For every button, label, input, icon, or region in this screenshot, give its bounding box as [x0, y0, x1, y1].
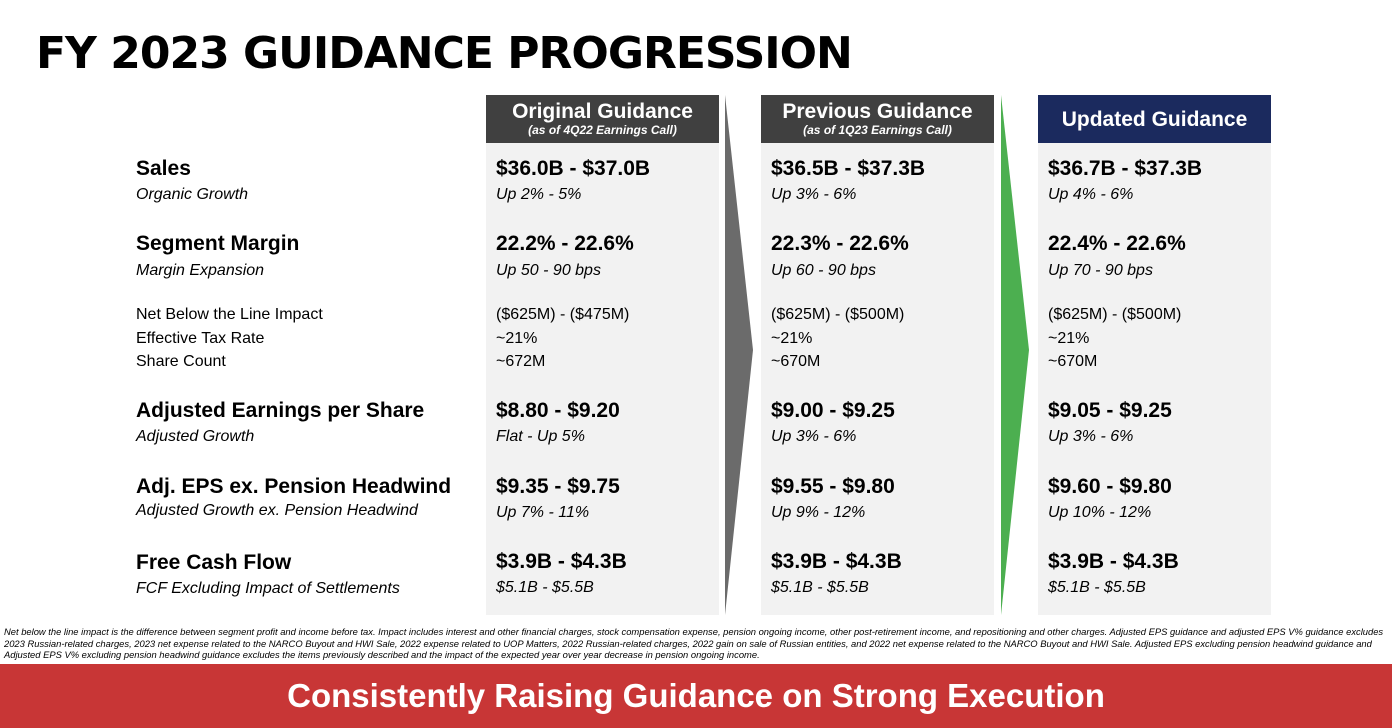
value-fcf: $3.9B - $4.3B — [496, 550, 627, 573]
row-label-sales: Sales — [136, 157, 191, 180]
previous-guidance-header: Previous Guidance (as of 1Q23 Earnings C… — [761, 95, 994, 143]
value-eps-growth: Up 3% - 6% — [771, 428, 857, 445]
row-label-net-below-line: Net Below the Line Impact — [136, 306, 323, 323]
value-net-below-line: ($625M) - ($500M) — [1048, 306, 1182, 323]
row-label-tax-rate: Effective Tax Rate — [136, 330, 265, 347]
value-tax-rate: ~21% — [1048, 330, 1090, 347]
value-organic-growth: Up 4% - 6% — [1048, 186, 1134, 203]
value-organic-growth: Up 3% - 6% — [771, 186, 857, 203]
row-label-eps-ex-pension-growth: Adjusted Growth ex. Pension Headwind — [136, 502, 418, 519]
page-title: FY 2023 GUIDANCE PROGRESSION — [36, 28, 853, 79]
updated-guidance-column — [1038, 95, 1271, 615]
value-fcf-ex-settlements: $5.1B - $5.5B — [496, 579, 594, 596]
row-label-eps-growth: Adjusted Growth — [136, 428, 255, 445]
header-subtitle: (as of 1Q23 Earnings Call) — [803, 123, 952, 137]
value-sales: $36.0B - $37.0B — [496, 157, 651, 180]
value-margin-expansion: Up 60 - 90 bps — [771, 262, 876, 279]
value-segment-margin: 22.4% - 22.6% — [1048, 232, 1186, 255]
value-eps-ex-pension: $9.60 - $9.80 — [1048, 475, 1172, 498]
value-sales: $36.7B - $37.3B — [1048, 157, 1203, 180]
value-tax-rate: ~21% — [771, 330, 813, 347]
row-label-share-count: Share Count — [136, 353, 226, 370]
row-label-margin-expansion: Margin Expansion — [136, 262, 265, 279]
value-organic-growth: Up 2% - 5% — [496, 186, 582, 203]
footnote: Net below the line impact is the differe… — [4, 626, 1384, 660]
value-sales: $36.5B - $37.3B — [771, 157, 926, 180]
value-segment-margin: 22.3% - 22.6% — [771, 232, 909, 255]
value-fcf-ex-settlements: $5.1B - $5.5B — [771, 579, 869, 596]
value-eps-ex-pension-growth: Up 7% - 11% — [496, 504, 590, 521]
previous-guidance-column — [761, 95, 994, 615]
value-share-count: ~670M — [1048, 353, 1098, 370]
value-share-count: ~670M — [771, 353, 821, 370]
value-share-count: ~672M — [496, 353, 546, 370]
value-eps-growth: Up 3% - 6% — [1048, 428, 1134, 445]
row-label-eps: Adjusted Earnings per Share — [136, 399, 425, 422]
row-label-organic-growth: Organic Growth — [136, 186, 249, 203]
header-title: Previous Guidance — [782, 100, 973, 123]
value-margin-expansion: Up 50 - 90 bps — [496, 262, 601, 279]
value-eps-ex-pension-growth: Up 9% - 12% — [771, 504, 866, 521]
header-subtitle: (as of 4Q22 Earnings Call) — [528, 123, 677, 137]
original-guidance-header: Original Guidance (as of 4Q22 Earnings C… — [486, 95, 719, 143]
value-eps-ex-pension-growth: Up 10% - 12% — [1048, 504, 1152, 521]
value-net-below-line: ($625M) - ($500M) — [771, 306, 905, 323]
value-eps-ex-pension: $9.55 - $9.80 — [771, 475, 895, 498]
value-eps: $9.05 - $9.25 — [1048, 399, 1172, 422]
row-label-eps-ex-pension: Adj. EPS ex. Pension Headwind — [136, 475, 452, 498]
header-title: Updated Guidance — [1061, 107, 1248, 131]
value-eps: $8.80 - $9.20 — [496, 399, 620, 422]
progression-arrow-icon — [1001, 95, 1029, 615]
progression-arrow-icon — [725, 95, 753, 615]
value-net-below-line: ($625M) - ($475M) — [496, 306, 630, 323]
value-segment-margin: 22.2% - 22.6% — [496, 232, 634, 255]
updated-guidance-header: Updated Guidance — [1038, 95, 1271, 143]
value-eps-ex-pension: $9.35 - $9.75 — [496, 475, 620, 498]
header-title: Original Guidance — [512, 100, 693, 123]
value-fcf: $3.9B - $4.3B — [1048, 550, 1179, 573]
value-eps-growth: Flat - Up 5% — [496, 428, 585, 445]
banner-text: Consistently Raising Guidance on Strong … — [287, 677, 1105, 714]
value-fcf-ex-settlements: $5.1B - $5.5B — [1048, 579, 1146, 596]
row-label-fcf-ex-settlements: FCF Excluding Impact of Settlements — [136, 580, 400, 597]
value-fcf: $3.9B - $4.3B — [771, 550, 902, 573]
original-guidance-column — [486, 95, 719, 615]
value-tax-rate: ~21% — [496, 330, 538, 347]
row-label-segment-margin: Segment Margin — [136, 232, 300, 255]
value-margin-expansion: Up 70 - 90 bps — [1048, 262, 1153, 279]
summary-banner: Consistently Raising Guidance on Strong … — [0, 664, 1392, 728]
value-eps: $9.00 - $9.25 — [771, 399, 895, 422]
row-label-fcf: Free Cash Flow — [136, 551, 292, 574]
